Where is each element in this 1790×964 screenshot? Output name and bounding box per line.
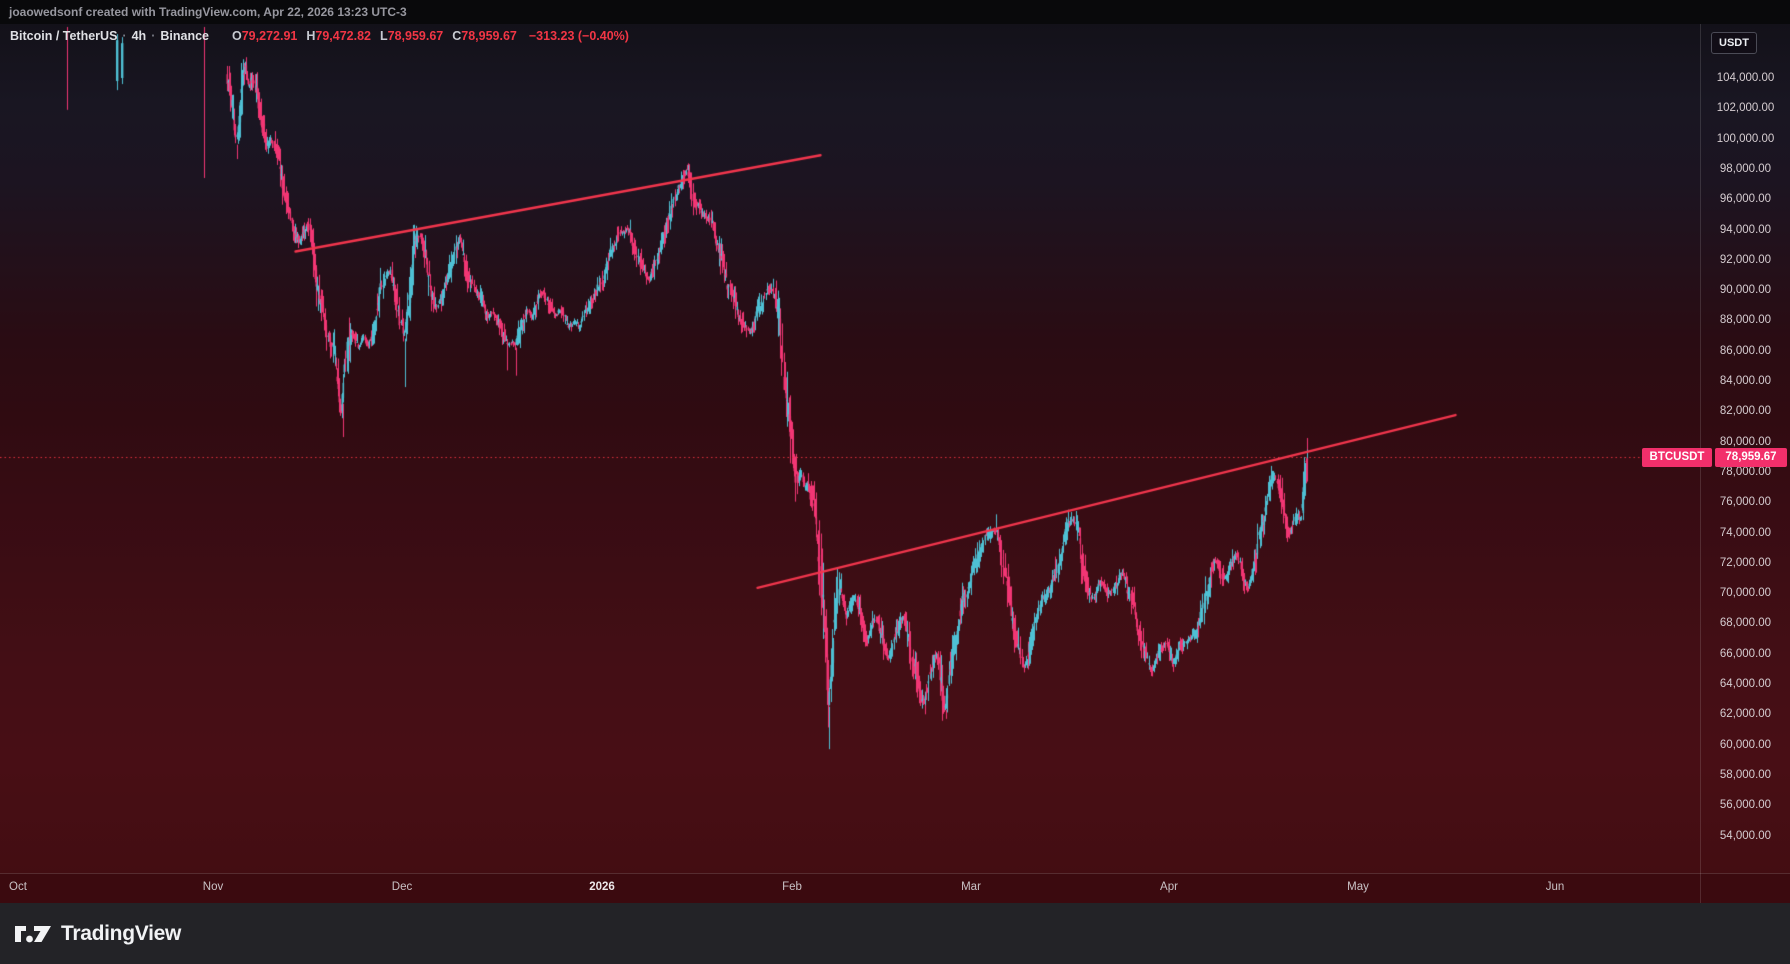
time-tick-label: Dec — [391, 881, 413, 893]
low-label: L — [379, 29, 388, 43]
price-tick-label: 58,000.00 — [1719, 768, 1772, 781]
price-tick-label: 88,000.00 — [1719, 314, 1772, 327]
price-tick-label: 72,000.00 — [1719, 556, 1772, 569]
low-value: 78,959.67 — [387, 29, 444, 43]
candlestick-chart-canvas[interactable] — [0, 24, 1700, 873]
price-tick-label: 60,000.00 — [1719, 738, 1772, 751]
symbol-price-tag: BTCUSDT — [1642, 448, 1712, 467]
price-tick-label: 98,000.00 — [1719, 162, 1772, 175]
legend-separator: · — [122, 29, 127, 43]
price-tick-label: 82,000.00 — [1719, 405, 1772, 418]
exchange-label[interactable]: Binance — [160, 29, 209, 43]
time-tick-label: Jun — [1545, 881, 1565, 893]
footer-bar: TradingView — [0, 903, 1790, 964]
open-value: 79,272.91 — [241, 29, 298, 43]
high-value: 79,472.82 — [315, 29, 371, 43]
price-tick-label: 104,000.00 — [1716, 72, 1775, 84]
time-tick-label: 2026 — [589, 881, 615, 893]
high-label: H — [306, 29, 316, 43]
time-tick-label: Oct — [9, 881, 27, 893]
price-tick-label: 54,000.00 — [1719, 829, 1772, 842]
price-tick-label: 78,000.00 — [1719, 465, 1772, 478]
close-label: C — [452, 29, 462, 43]
time-tick-label: May — [1347, 881, 1369, 893]
price-tick-label: 62,000.00 — [1719, 708, 1772, 721]
price-tick-label: 102,000.00 — [1716, 102, 1775, 115]
ohlc-values: O 79,272.91 H 79,472.82 L 78,959.67 C 78… — [223, 29, 629, 43]
price-tick-label: 90,000.00 — [1719, 284, 1772, 297]
interval-label[interactable]: 4h — [131, 29, 147, 43]
current-price-tag: 78,959.67 — [1715, 448, 1787, 467]
price-tick-label: 66,000.00 — [1719, 647, 1772, 660]
price-tick-label: 76,000.00 — [1719, 496, 1772, 509]
open-label: O — [232, 29, 242, 43]
price-tick-label: 92,000.00 — [1719, 253, 1772, 266]
price-tick-label: 96,000.00 — [1719, 193, 1772, 206]
price-tick-label: 100,000.00 — [1716, 132, 1775, 145]
price-tick-label: 86,000.00 — [1719, 344, 1772, 357]
attribution-text: joaowedsonf created with TradingView.com… — [9, 5, 407, 19]
price-tick-label: 84,000.00 — [1719, 375, 1772, 387]
price-tick-label: 80,000.00 — [1719, 435, 1772, 448]
legend-separator: · — [151, 29, 156, 43]
price-tick-label: 68,000.00 — [1719, 617, 1772, 630]
price-tick-label: 70,000.00 — [1719, 587, 1772, 600]
close-value: 78,959.67 — [461, 29, 517, 43]
chart-pane: Bitcoin / TetherUS · 4h · Binance O 79,2… — [0, 24, 1790, 904]
time-tick-label: Mar — [961, 881, 981, 893]
price-scale[interactable]: USDT 104,000.00 102,000.00 100,000.00 98,00… — [1701, 24, 1790, 873]
price-tick-label: 74,000.00 — [1719, 526, 1772, 539]
time-axis[interactable]: Oct Nov Dec 2026 Feb Mar Apr May Jun — [0, 873, 1790, 904]
chart-legend: Bitcoin / TetherUS · 4h · Binance O 79,2… — [10, 29, 629, 43]
time-tick-label: Apr — [1160, 881, 1178, 893]
price-tick-label: 94,000.00 — [1719, 223, 1772, 236]
symbol-title[interactable]: Bitcoin / TetherUS — [10, 29, 118, 43]
price-tick-label: 64,000.00 — [1719, 678, 1772, 690]
price-tick-label: 56,000.00 — [1719, 799, 1772, 812]
time-tick-label: Feb — [782, 881, 802, 893]
time-tick-label: Nov — [202, 881, 224, 893]
currency-toggle-button[interactable]: USDT — [1711, 32, 1757, 54]
tradingview-logo-icon — [14, 921, 52, 947]
tradingview-brand-link[interactable]: TradingView — [14, 921, 181, 947]
attribution-bar: joaowedsonf created with TradingView.com… — [0, 0, 1790, 24]
change-value: −313.23 (−0.40%) — [528, 29, 629, 43]
tradingview-brand-text: TradingView — [61, 921, 182, 945]
